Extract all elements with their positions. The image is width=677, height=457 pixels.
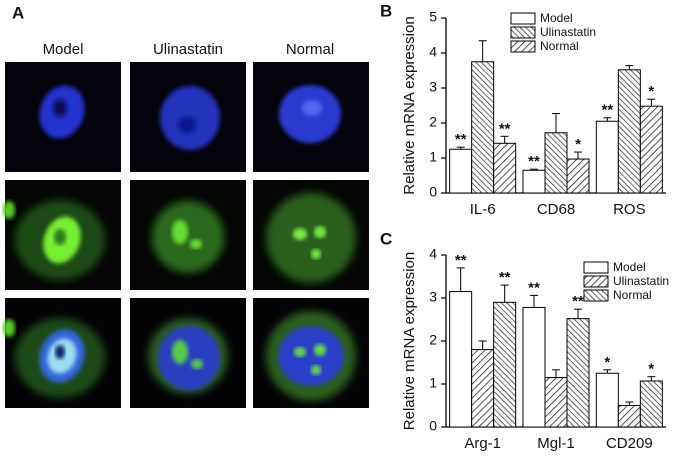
legend-label: Normal — [540, 39, 579, 53]
bar — [522, 169, 546, 194]
y-tick-label: 1 — [429, 149, 437, 165]
y-axis-label: Relative mRNA expression — [401, 252, 418, 430]
column-header: Model — [43, 41, 84, 58]
bar — [544, 377, 568, 428]
x-tick-label: IL-6 — [470, 201, 496, 218]
legend-label: Ulinastatin — [540, 25, 596, 39]
significance-label: * — [648, 361, 654, 378]
y-tick-label: 4 — [429, 44, 437, 60]
y-tick-label: 2 — [429, 114, 437, 130]
bar — [522, 306, 546, 428]
panel-label: C — [380, 229, 392, 248]
significance-label: ** — [499, 120, 511, 137]
y-tick-label: 4 — [429, 246, 437, 262]
significance-label: ** — [572, 293, 584, 310]
bar — [471, 61, 495, 194]
bar — [639, 105, 663, 194]
legend-label: Model — [613, 260, 646, 274]
significance-label: * — [648, 83, 654, 100]
micrographs — [3, 62, 369, 408]
bar — [449, 291, 473, 428]
x-tick-label: CD209 — [606, 435, 653, 452]
legend-swatch — [510, 26, 536, 39]
y-tick-label: 1 — [429, 375, 437, 391]
bar — [566, 158, 590, 194]
significance-label: * — [604, 354, 610, 371]
significance-label: ** — [528, 279, 540, 296]
bar — [544, 132, 568, 194]
bar — [595, 372, 619, 428]
y-tick-label: 0 — [429, 184, 437, 200]
column-header: Ulinastatin — [153, 41, 223, 58]
bar — [639, 380, 663, 428]
legend-swatch — [510, 40, 536, 53]
bar — [471, 349, 495, 428]
bar — [595, 120, 619, 194]
y-tick-label: 0 — [429, 418, 437, 434]
significance-label: ** — [499, 269, 511, 286]
y-axis-label: Relative mRNA expression — [401, 16, 418, 194]
significance-label: ** — [601, 102, 613, 119]
significance-label: ** — [455, 252, 467, 269]
legend-swatch — [583, 275, 609, 288]
bar — [617, 69, 641, 194]
significance-label: * — [575, 136, 581, 153]
significance-label: ** — [455, 131, 467, 148]
bar — [617, 405, 641, 428]
legend-label: Ulinastatin — [613, 274, 669, 288]
legend-swatch — [583, 289, 609, 302]
x-tick-label: Mgl-1 — [537, 435, 575, 452]
x-tick-label: ROS — [613, 201, 646, 218]
y-tick-label: 5 — [429, 9, 437, 25]
legend-label: Model — [540, 11, 573, 25]
legend-swatch — [510, 12, 536, 25]
y-tick-label: 2 — [429, 332, 437, 348]
panel-label: B — [380, 1, 392, 20]
x-tick-label: Arg-1 — [464, 435, 501, 452]
legend-label: Normal — [613, 288, 652, 302]
bar — [493, 142, 517, 194]
x-tick-label: CD68 — [537, 201, 575, 218]
column-header: Normal — [286, 41, 334, 58]
bar — [566, 318, 590, 428]
significance-label: ** — [528, 153, 540, 170]
bar — [449, 148, 473, 194]
legend-swatch — [583, 261, 609, 274]
bar — [493, 301, 517, 428]
panel-label: A — [12, 3, 24, 22]
y-tick-label: 3 — [429, 79, 437, 95]
y-tick-label: 3 — [429, 289, 437, 305]
